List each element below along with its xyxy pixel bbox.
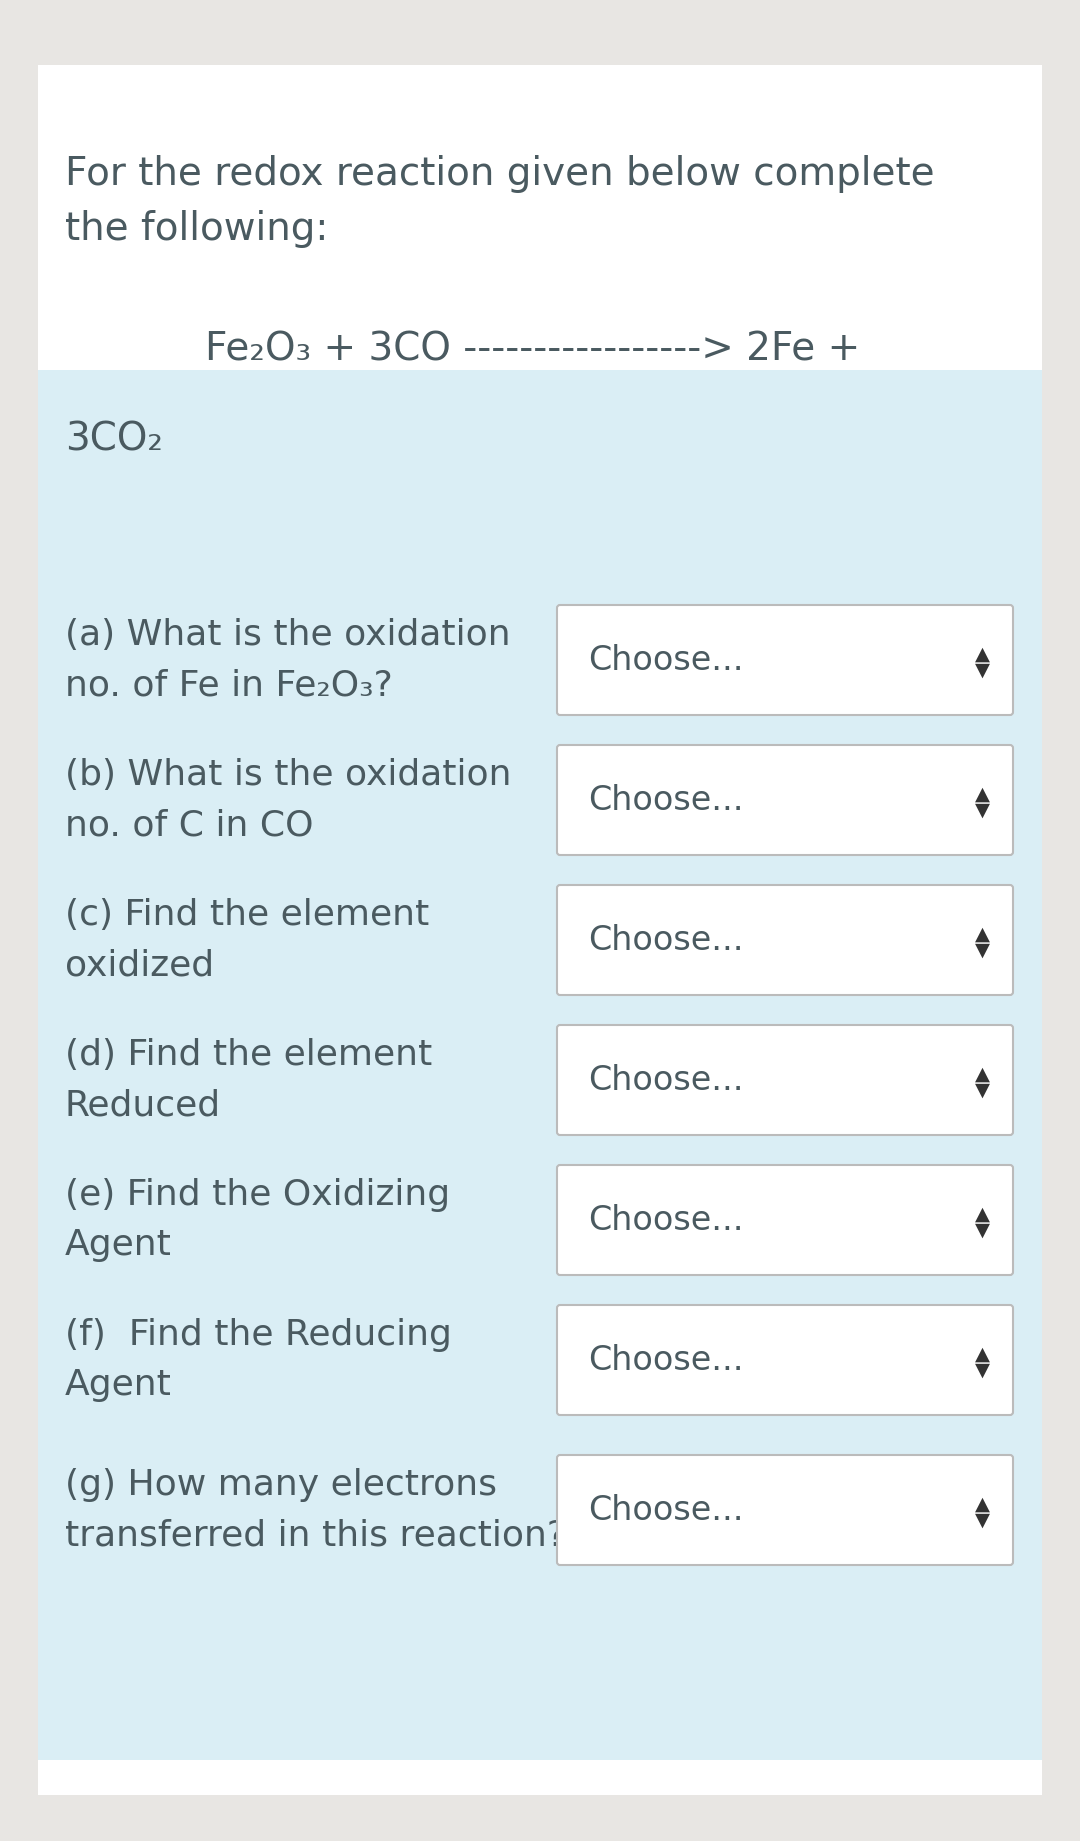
Text: (d) Find the element: (d) Find the element bbox=[65, 1038, 432, 1071]
FancyBboxPatch shape bbox=[557, 1454, 1013, 1565]
FancyBboxPatch shape bbox=[557, 1305, 1013, 1416]
Text: the following:: the following: bbox=[65, 210, 328, 249]
Text: ▼: ▼ bbox=[974, 1360, 989, 1379]
FancyBboxPatch shape bbox=[557, 1025, 1013, 1136]
Text: oxidized: oxidized bbox=[65, 948, 214, 981]
Text: (e) Find the Oxidizing: (e) Find the Oxidizing bbox=[65, 1178, 450, 1211]
Text: Choose...: Choose... bbox=[588, 784, 743, 817]
Text: For the redox reaction given below complete: For the redox reaction given below compl… bbox=[65, 155, 934, 193]
Text: (a) What is the oxidation: (a) What is the oxidation bbox=[65, 619, 511, 652]
Text: 3CO₂: 3CO₂ bbox=[65, 420, 163, 458]
Text: no. of C in CO: no. of C in CO bbox=[65, 808, 313, 841]
Text: (g) How many electrons: (g) How many electrons bbox=[65, 1467, 497, 1502]
FancyBboxPatch shape bbox=[557, 606, 1013, 714]
Text: Choose...: Choose... bbox=[588, 1493, 743, 1526]
Text: Reduced: Reduced bbox=[65, 1088, 221, 1121]
Text: ▲: ▲ bbox=[974, 1064, 989, 1084]
Text: ▼: ▼ bbox=[974, 1081, 989, 1099]
Text: Choose...: Choose... bbox=[588, 1064, 743, 1097]
Text: (b) What is the oxidation: (b) What is the oxidation bbox=[65, 758, 512, 792]
Text: ▼: ▼ bbox=[974, 1221, 989, 1239]
Bar bbox=[38, 1760, 1042, 1795]
Text: Agent: Agent bbox=[65, 1368, 172, 1403]
Text: no. of Fe in Fe₂O₃?: no. of Fe in Fe₂O₃? bbox=[65, 668, 393, 701]
Text: Agent: Agent bbox=[65, 1228, 172, 1261]
Text: ▲: ▲ bbox=[974, 1344, 989, 1364]
Bar bbox=[38, 64, 1042, 370]
Text: ▲: ▲ bbox=[974, 784, 989, 803]
FancyBboxPatch shape bbox=[557, 886, 1013, 994]
Text: ▲: ▲ bbox=[974, 1204, 989, 1224]
FancyBboxPatch shape bbox=[557, 1165, 1013, 1276]
Text: ▲: ▲ bbox=[974, 644, 989, 663]
Text: ▼: ▼ bbox=[974, 801, 989, 819]
Text: ▼: ▼ bbox=[974, 661, 989, 679]
Text: Fe₂O₃ + 3CO -----------------> 2Fe +: Fe₂O₃ + 3CO -----------------> 2Fe + bbox=[205, 330, 861, 368]
Text: (c) Find the element: (c) Find the element bbox=[65, 898, 429, 932]
Text: ▼: ▼ bbox=[974, 1510, 989, 1530]
Text: Choose...: Choose... bbox=[588, 644, 743, 676]
Text: Choose...: Choose... bbox=[588, 924, 743, 957]
Text: transferred in this reaction?: transferred in this reaction? bbox=[65, 1519, 566, 1552]
Text: (f)  Find the Reducing: (f) Find the Reducing bbox=[65, 1318, 451, 1351]
Text: Choose...: Choose... bbox=[588, 1344, 743, 1377]
Text: ▲: ▲ bbox=[974, 924, 989, 943]
Text: ▲: ▲ bbox=[974, 1495, 989, 1513]
Text: Choose...: Choose... bbox=[588, 1204, 743, 1237]
Text: ▼: ▼ bbox=[974, 941, 989, 959]
FancyBboxPatch shape bbox=[557, 746, 1013, 854]
